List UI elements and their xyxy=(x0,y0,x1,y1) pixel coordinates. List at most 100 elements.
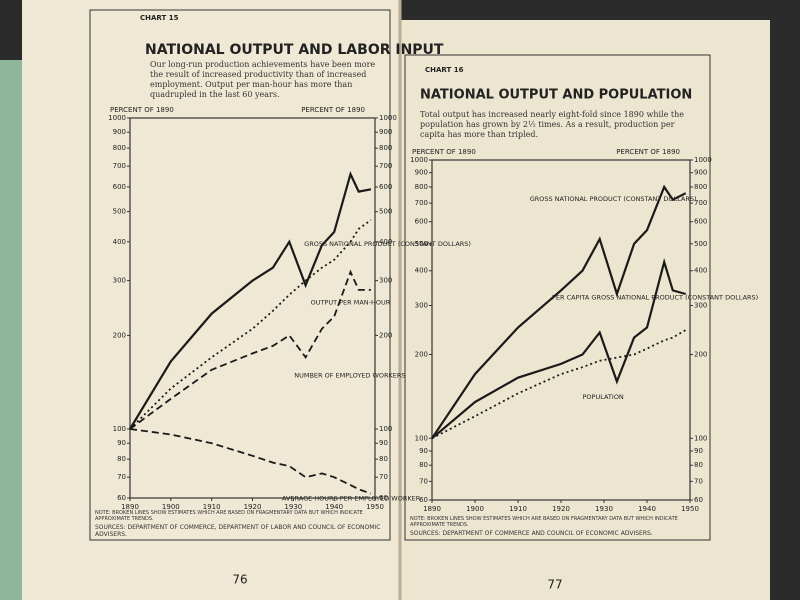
y-tick-label: 600 xyxy=(113,183,126,191)
y-tick-label: 300 xyxy=(113,277,126,285)
y2-tick-label: 400 xyxy=(379,238,392,246)
y-tick-label: 70 xyxy=(117,473,126,481)
page-number: 77 xyxy=(547,578,562,592)
series-label: GROSS NATIONAL PRODUCT (CONSTANT DOLLARS… xyxy=(304,240,471,248)
y2-tick-label: 800 xyxy=(694,183,707,191)
y-axis-label: PERCENT OF 1890 xyxy=(110,106,174,114)
sources: SOURCES: DEPARTMENT OF COMMERCE, DEPARTM… xyxy=(95,524,381,538)
series-label: NUMBER OF EMPLOYED WORKERS xyxy=(294,371,405,379)
y2-tick-label: 200 xyxy=(694,351,707,359)
x-tick-label: 1920 xyxy=(552,505,570,513)
chart-label: CHART 15 xyxy=(140,14,179,22)
left-page xyxy=(22,0,400,600)
y2-axis-label: PERCENT OF 1890 xyxy=(616,148,680,156)
y-tick-label: 900 xyxy=(113,128,126,136)
y-axis-label: PERCENT OF 1890 xyxy=(412,148,476,156)
series-line xyxy=(431,184,687,439)
x-tick-label: 1940 xyxy=(638,505,656,513)
y2-tick-label: 1000 xyxy=(694,156,712,164)
y-tick-label: 90 xyxy=(419,447,428,455)
series-label: PER CAPITA GROSS NATIONAL PRODUCT (CONST… xyxy=(552,294,758,302)
chart-subtitle: Our long-run production achievements hav… xyxy=(150,60,376,99)
series-line xyxy=(129,170,372,430)
y-tick-label: 90 xyxy=(117,439,126,447)
y-tick-label: 400 xyxy=(113,238,126,246)
chart-subtitle: Total output has increased nearly eight-… xyxy=(420,110,684,139)
y2-tick-label: 90 xyxy=(694,447,703,455)
y-tick-label: 800 xyxy=(113,144,126,152)
x-tick-label: 1910 xyxy=(203,503,221,511)
y2-tick-label: 300 xyxy=(694,301,707,309)
note: NOTE: BROKEN LINES SHOW ESTIMATES WHICH … xyxy=(410,516,678,528)
y2-tick-label: 70 xyxy=(379,473,388,481)
y-tick-label: 500 xyxy=(415,240,428,248)
y2-tick-label: 100 xyxy=(694,434,707,442)
y-tick-label: 900 xyxy=(415,169,428,177)
y2-tick-label: 500 xyxy=(694,240,707,248)
right-frame xyxy=(404,54,711,541)
y-tick-label: 1000 xyxy=(410,156,428,164)
y-tick-label: 700 xyxy=(415,199,428,207)
y2-tick-label: 700 xyxy=(694,199,707,207)
y-tick-label: 200 xyxy=(113,331,126,339)
y-tick-label: 700 xyxy=(113,162,126,170)
y-tick-label: 300 xyxy=(415,301,428,309)
series-line xyxy=(129,428,372,495)
y2-tick-label: 70 xyxy=(694,477,703,485)
y-tick-label: 200 xyxy=(415,351,428,359)
y2-tick-label: 600 xyxy=(694,218,707,226)
chart-title: NATIONAL OUTPUT AND LABOR INPUT xyxy=(145,42,444,58)
y2-tick-label: 80 xyxy=(379,455,388,463)
series-line xyxy=(431,257,686,440)
chart-title: NATIONAL OUTPUT AND POPULATION xyxy=(420,88,692,103)
y-tick-label: 600 xyxy=(415,218,428,226)
y2-tick-label: 800 xyxy=(379,144,392,152)
y2-tick-label: 1000 xyxy=(379,114,397,122)
x-tick-label: 1920 xyxy=(244,503,262,511)
y2-tick-label: 400 xyxy=(694,267,707,275)
series-line xyxy=(129,219,372,430)
y-tick-label: 100 xyxy=(113,425,126,433)
y-tick-label: 100 xyxy=(415,434,428,442)
series-label: OUTPUT PER MAN-HOUR xyxy=(311,299,391,307)
x-tick-label: 1900 xyxy=(466,505,484,513)
note: NOTE: BROKEN LINES SHOW ESTIMATES WHICH … xyxy=(95,510,363,522)
y2-tick-label: 60 xyxy=(379,494,388,502)
x-tick-label: 1950 xyxy=(366,503,384,511)
y2-tick-label: 300 xyxy=(379,277,392,285)
x-tick-label: 1890 xyxy=(121,503,139,511)
x-tick-label: 1910 xyxy=(509,505,527,513)
y2-tick-label: 90 xyxy=(379,439,388,447)
right-page xyxy=(400,20,770,600)
y2-tick-label: 200 xyxy=(379,331,392,339)
x-tick-label: 1900 xyxy=(162,503,180,511)
y2-tick-label: 80 xyxy=(694,461,703,469)
y2-tick-label: 100 xyxy=(379,425,392,433)
y2-tick-label: 500 xyxy=(379,208,392,216)
y2-tick-label: 600 xyxy=(379,183,392,191)
y-tick-label: 70 xyxy=(419,477,428,485)
y-tick-label: 80 xyxy=(117,455,126,463)
y2-tick-label: 900 xyxy=(379,128,392,136)
y2-tick-label: 700 xyxy=(379,162,392,170)
y-tick-label: 800 xyxy=(415,183,428,191)
series-line xyxy=(129,269,371,430)
x-tick-label: 1930 xyxy=(595,505,613,513)
y-tick-label: 80 xyxy=(419,461,428,469)
y-tick-label: 1000 xyxy=(108,114,126,122)
chart-label: CHART 16 xyxy=(425,66,464,74)
y2-tick-label: 900 xyxy=(694,169,707,177)
y-tick-label: 400 xyxy=(415,267,428,275)
x-tick-label: 1930 xyxy=(284,503,302,511)
series-label: GROSS NATIONAL PRODUCT (CONSTANT DOLLARS… xyxy=(530,195,697,203)
series-label: POPULATION xyxy=(583,393,624,401)
x-tick-label: 1950 xyxy=(681,505,699,513)
x-tick-label: 1940 xyxy=(325,503,343,511)
x-tick-label: 1890 xyxy=(423,505,441,513)
page-number: 76 xyxy=(232,573,247,587)
sources: SOURCES: DEPARTMENT OF COMMERCE AND COUN… xyxy=(410,530,653,537)
y-tick-label: 500 xyxy=(113,208,126,216)
y-tick-label: 60 xyxy=(117,494,126,502)
